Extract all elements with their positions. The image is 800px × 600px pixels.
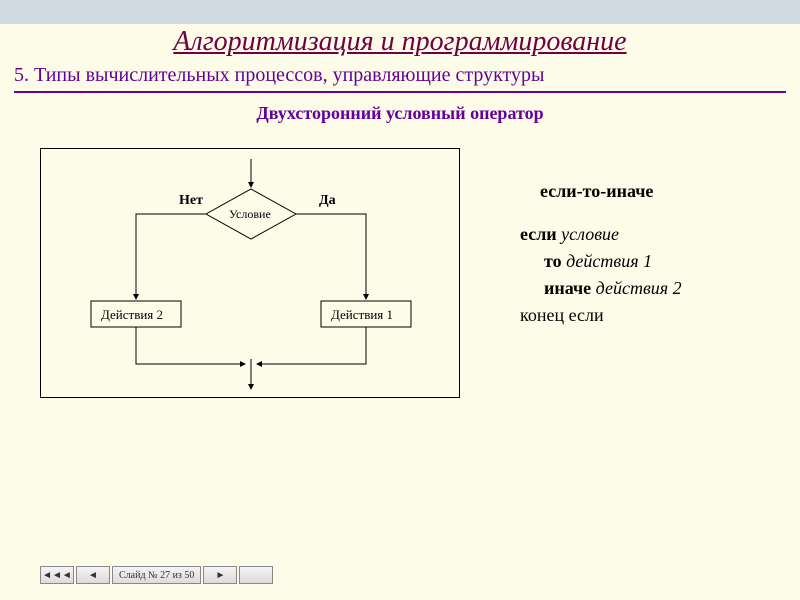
content-row: Условие Нет Да Действия 2 Действия 1 есл… xyxy=(0,148,800,398)
code-kw: если xyxy=(520,224,557,244)
code-end-kw: конец xyxy=(520,305,564,325)
flowchart-svg xyxy=(41,149,461,399)
code-line-end: конец если xyxy=(520,302,780,329)
sub-title: 5. Типы вычислительных процессов, управл… xyxy=(0,64,800,91)
code-line-2: то действия 1 xyxy=(520,248,780,275)
code-kw: иначе xyxy=(544,278,591,298)
nav-back-button[interactable]: ◄ xyxy=(76,566,110,584)
nav-forward-button[interactable]: ► xyxy=(203,566,237,584)
nav-blank-button[interactable] xyxy=(239,566,273,584)
code-line-3: иначе действия 2 xyxy=(520,275,780,302)
condition-node-label: Условие xyxy=(229,207,271,222)
edge-label-no: Нет xyxy=(179,193,203,209)
code-kw: то xyxy=(544,251,562,271)
flowchart-frame: Условие Нет Да Действия 2 Действия 1 xyxy=(40,148,460,398)
edge-label-yes: Да xyxy=(319,193,336,209)
main-title: Алгоритмизация и программирование xyxy=(0,24,800,64)
code-block: если-то-иначе если условие то действия 1… xyxy=(460,148,780,398)
code-rest: действия 1 xyxy=(566,251,652,271)
nav-slide-label: Слайд № 27 из 50 xyxy=(112,566,201,584)
section-title: Двухсторонний условный оператор xyxy=(0,103,800,124)
header-bar xyxy=(0,0,800,24)
action2-node-label: Действия 2 xyxy=(101,307,163,323)
sub-title-underline xyxy=(14,91,786,93)
nav-rewind-button[interactable]: ◄◄◄ xyxy=(40,566,74,584)
nav-bar: ◄◄◄ ◄ Слайд № 27 из 50 ► xyxy=(40,566,273,584)
code-line-1: если условие xyxy=(520,221,780,248)
code-rest: действия 2 xyxy=(596,278,682,298)
action1-node-label: Действия 1 xyxy=(331,307,393,323)
code-rest: условие xyxy=(561,224,619,244)
code-end-rest: если xyxy=(569,305,604,325)
code-heading: если-то-иначе xyxy=(520,178,780,205)
